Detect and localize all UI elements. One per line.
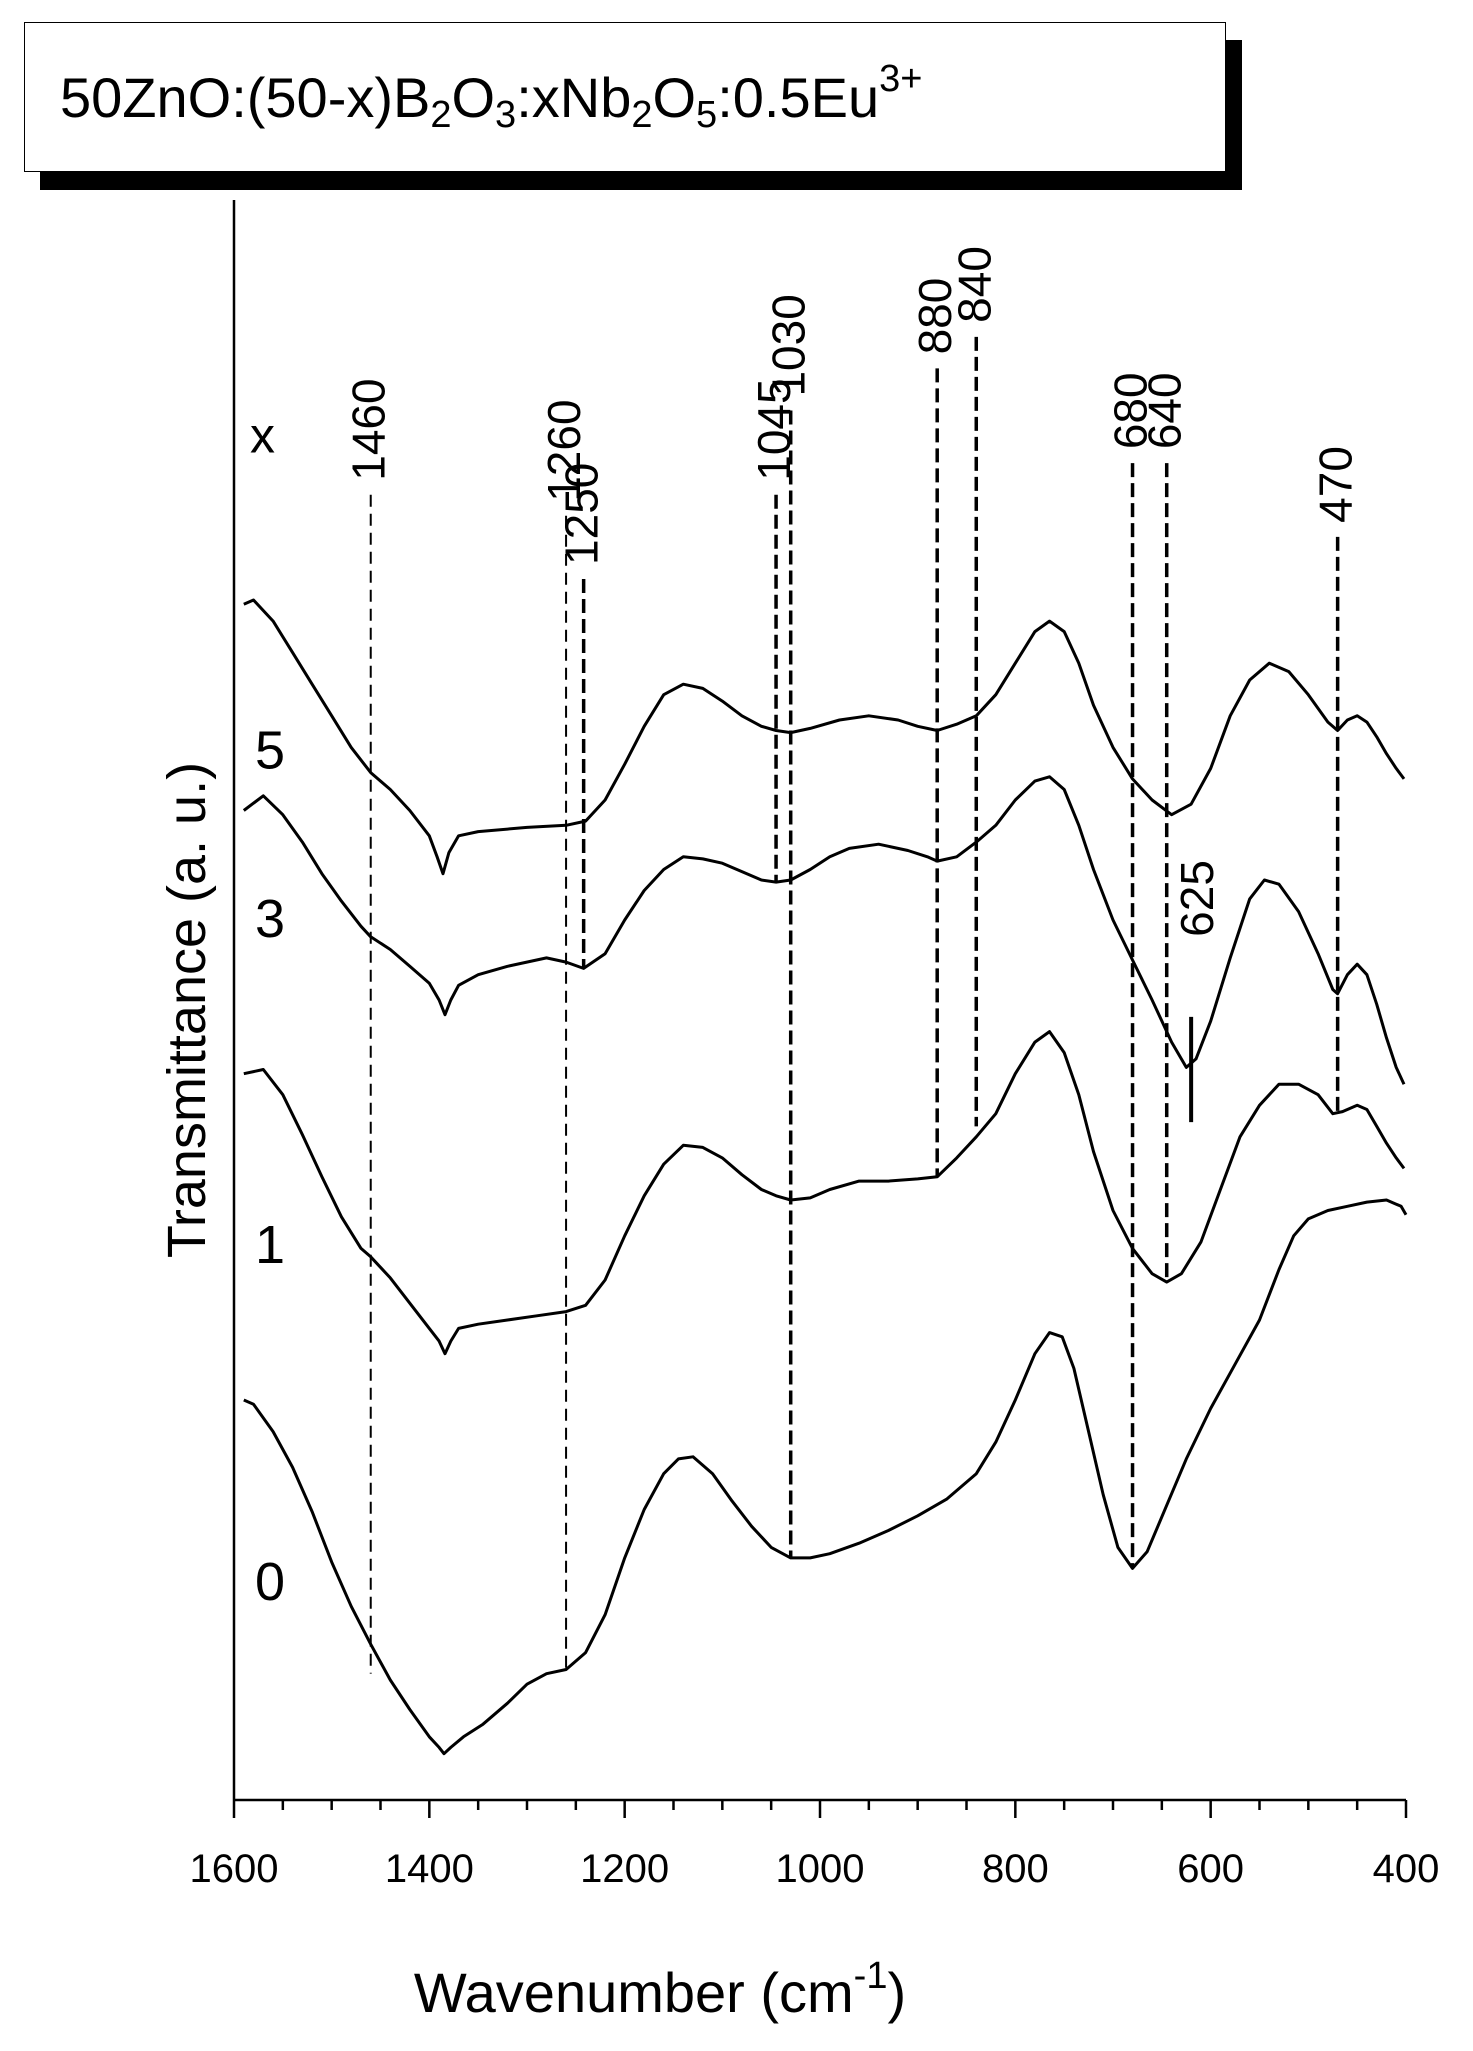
title-part: O — [451, 66, 496, 129]
series-label-1: 1 — [255, 1215, 285, 1275]
legend-header: x — [250, 408, 275, 464]
title-part: O — [652, 66, 697, 129]
title-part: 3 — [495, 94, 517, 136]
annotations: 625 x 5 3 1 0 — [250, 408, 1223, 1612]
reference-label-840: 840 — [948, 246, 1000, 323]
series-line-0 — [243, 1198, 1408, 1756]
reference-label-1460: 1460 — [343, 378, 395, 480]
reference-label-1030: 1030 — [763, 294, 815, 396]
title-part: 2 — [430, 94, 452, 136]
reference-label-880: 880 — [909, 278, 961, 355]
legend-box — [24, 22, 1226, 172]
title-part: 50ZnO:(50-x)B — [60, 66, 431, 129]
marker-label-625: 625 — [1171, 860, 1223, 937]
series-label-5: 5 — [255, 720, 285, 780]
series-line-5 — [243, 598, 1406, 876]
title-part: :xNb — [516, 66, 632, 129]
reference-label-1260: 1260 — [538, 399, 590, 501]
series-line-3 — [242, 775, 1406, 1085]
x-tick-label: 1200 — [580, 1847, 669, 1891]
x-axis-label: Wavenumber (cm-1) — [414, 1955, 906, 2024]
title-part: :0.5Eu — [717, 66, 880, 129]
x-tick-label: 1600 — [190, 1847, 279, 1891]
reference-label-640: 640 — [1139, 372, 1191, 449]
axes — [232, 200, 1406, 1802]
title-part: 5 — [696, 94, 718, 136]
series-label-3: 3 — [255, 889, 285, 949]
y-axis-label: Transmittance (a. u.) — [157, 762, 217, 1258]
x-axis-label-text: Wavenumber (cm — [414, 1961, 854, 2024]
series-label-0: 0 — [255, 1552, 285, 1612]
x-ticks: 1600 1400 1200 1000 800 600 400 — [190, 1800, 1440, 1891]
x-tick-label: 400 — [1373, 1847, 1440, 1891]
x-tick-label: 1000 — [776, 1847, 865, 1891]
x-tick-label: 600 — [1177, 1847, 1244, 1891]
spectra-series — [242, 598, 1408, 1756]
title-part: 2 — [631, 94, 653, 136]
reference-label-1250: 1250 — [556, 463, 608, 565]
reference-label-680: 680 — [1105, 372, 1157, 449]
chart-title: 50ZnO:(50-x)B2O3:xNb2O5:0.5Eu3+ — [60, 60, 922, 134]
x-tick-label: 1400 — [385, 1847, 474, 1891]
series-line-1 — [243, 1030, 1406, 1356]
reference-label-470: 470 — [1310, 446, 1362, 523]
x-axis-label-exponent: -1 — [854, 1955, 888, 1997]
title-part: 3+ — [879, 58, 923, 100]
x-axis-label-close: ) — [887, 1961, 906, 2024]
x-tick-label: 800 — [982, 1847, 1049, 1891]
